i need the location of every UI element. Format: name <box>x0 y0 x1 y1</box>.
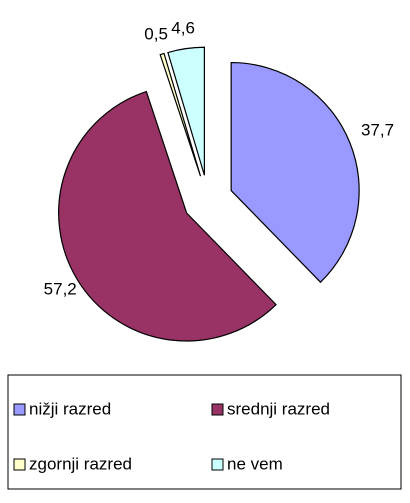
pie-slice <box>159 52 202 177</box>
legend-label: srednji razred <box>227 399 330 418</box>
legend-swatch <box>211 403 224 416</box>
pie-slice <box>58 90 277 342</box>
legend-label: ne vem <box>227 454 283 473</box>
legend-box <box>7 374 402 490</box>
data-label: 0,5 <box>144 24 168 43</box>
legend-swatch <box>13 458 26 471</box>
pie-slice <box>230 61 360 284</box>
legend-swatch <box>211 458 224 471</box>
data-label: 4,6 <box>171 18 195 37</box>
data-label: 37,7 <box>361 121 394 140</box>
legend-label: nižji razred <box>29 399 111 418</box>
legend-swatch <box>13 403 26 416</box>
data-label: 57,2 <box>44 279 77 298</box>
legend-label: zgornji razred <box>29 454 132 473</box>
pie-slice <box>167 46 205 176</box>
